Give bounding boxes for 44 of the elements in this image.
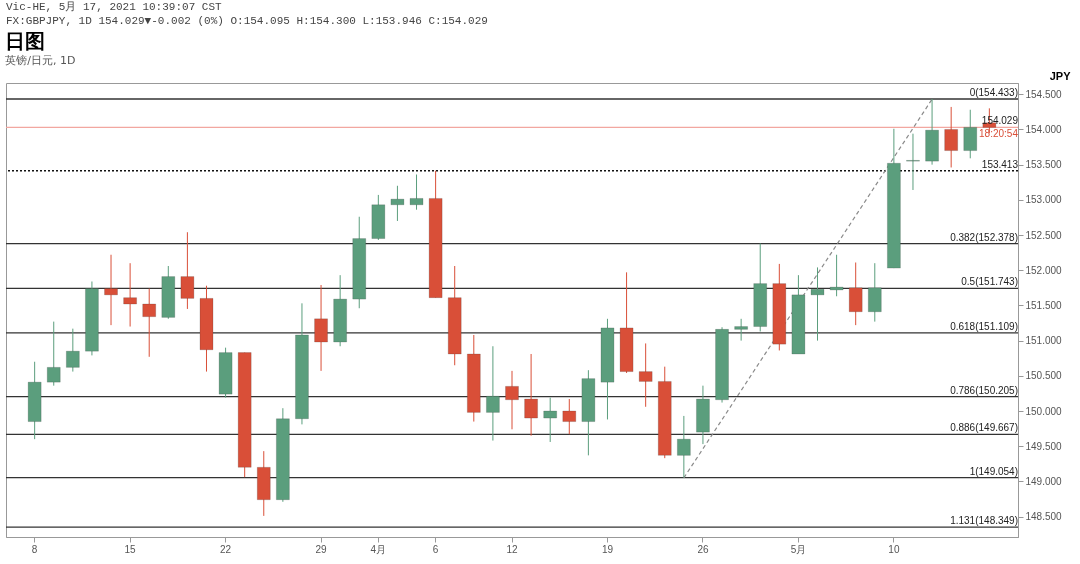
ref-line-label: 0.886(149.667)	[950, 422, 1018, 434]
y-tick-label: 148.500	[1025, 511, 1063, 523]
annotation: 18:20:54	[979, 128, 1019, 140]
ref-line-label: 1.131(148.349)	[950, 515, 1018, 527]
candlestick	[390, 185, 405, 222]
y-tick-label: 151.000	[1025, 335, 1063, 347]
x-tick-label: 10	[888, 543, 900, 555]
ref-line-label: 0(154.433)	[969, 86, 1018, 98]
x-tick-label: 12	[506, 543, 518, 555]
ref-line-label: 0.5(151.743)	[961, 276, 1018, 288]
y-tick-label: 149.000	[1025, 475, 1063, 487]
y-tick-label: 154.500	[1025, 88, 1063, 100]
ref-line-label: 0.618(151.109)	[950, 320, 1018, 332]
chart-subtitle: 英镑/日元, 1D	[5, 54, 76, 67]
y-tick-label: 151.500	[1025, 299, 1063, 311]
x-tick-label: 5月	[790, 543, 807, 555]
ref-line-label: 0.786(150.205)	[950, 384, 1018, 396]
y-tick-label: 154.000	[1025, 123, 1063, 135]
ref-line-label: 153.413	[981, 158, 1019, 170]
x-tick-label: 26	[697, 543, 709, 555]
candlestick	[944, 106, 958, 168]
candlestick	[906, 133, 920, 191]
y-tick-label: 150.500	[1025, 370, 1063, 382]
y-tick-label: 149.500	[1025, 440, 1063, 452]
y-tick-label: 152.000	[1025, 264, 1063, 276]
x-tick-label: 22	[220, 543, 232, 555]
x-tick-label: 6	[432, 543, 439, 555]
y-axis-title: JPY	[1049, 69, 1072, 82]
y-tick-label: 153.000	[1025, 194, 1063, 206]
x-tick-label: 4月	[370, 543, 387, 555]
ref-line-label: 0.382(152.378)	[950, 231, 1018, 243]
text: Vic-HE, 5月 17, 2021 10:39:07 CST	[5, 0, 223, 14]
candlestick	[963, 109, 977, 159]
candlestick	[409, 174, 424, 211]
ref-line-label: 1(149.054)	[969, 465, 1018, 477]
text: FX:GBPJPY, 1D 154.029▼-0.002 (0%) O:154.095 H:154.300 L:153.946 C:154.029	[5, 14, 489, 28]
x-tick-label: 15	[124, 543, 137, 555]
y-tick-label: 150.000	[1025, 405, 1063, 417]
y-tick-label: 152.500	[1025, 229, 1063, 241]
x-tick-label: 29	[315, 543, 328, 555]
y-tick-label: 153.500	[1025, 159, 1063, 171]
x-tick-label: 8	[31, 543, 38, 555]
chart-title: 日图	[5, 29, 46, 53]
x-tick-label: 19	[601, 543, 614, 555]
